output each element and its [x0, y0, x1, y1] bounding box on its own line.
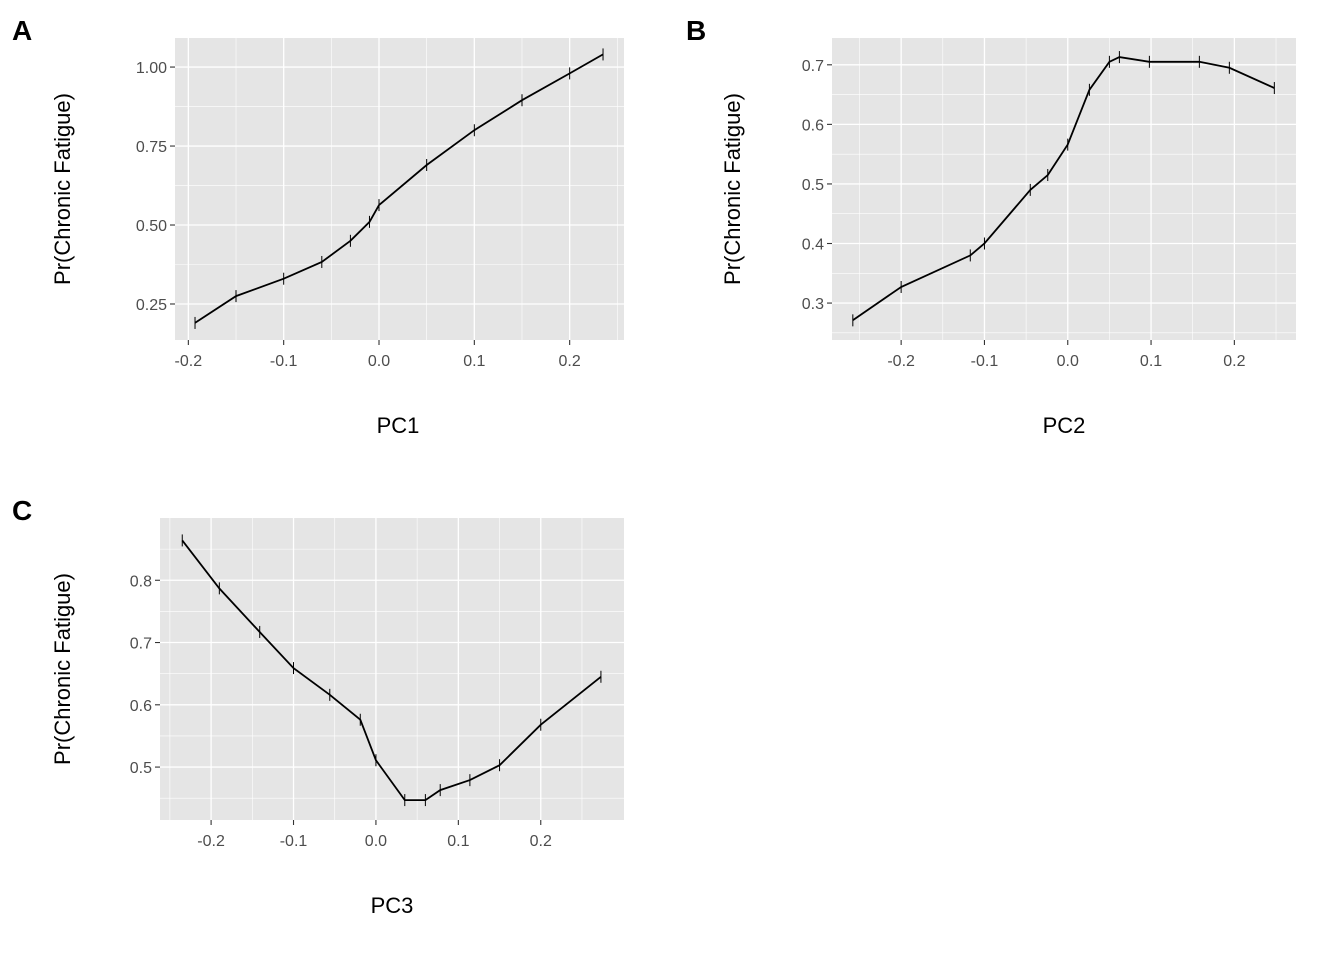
x-tick-label: -0.1 [971, 353, 999, 370]
y-tick-label: 0.25 [136, 297, 167, 314]
plot-background [832, 38, 1296, 340]
y-tick-label: 0.50 [136, 218, 167, 235]
x-tick-label: 0.0 [368, 353, 390, 370]
y-tick-label: 0.7 [802, 58, 824, 75]
x-axis-label: PC3 [371, 893, 414, 918]
x-tick-label: 0.1 [1140, 353, 1162, 370]
y-tick-label: 0.7 [130, 636, 152, 653]
y-tick-label: 0.6 [130, 698, 152, 715]
panel-label: A [12, 15, 32, 46]
x-tick-label: -0.1 [280, 833, 308, 850]
y-tick-label: 0.6 [802, 117, 824, 134]
x-tick-label: 0.1 [463, 353, 485, 370]
x-axis-label: PC2 [1043, 413, 1086, 438]
x-tick-label: -0.2 [197, 833, 225, 850]
x-tick-label: 0.2 [559, 353, 581, 370]
x-tick-label: -0.2 [175, 353, 203, 370]
y-tick-label: 0.8 [130, 573, 152, 590]
y-tick-label: 0.5 [802, 177, 824, 194]
x-tick-label: 0.0 [365, 833, 387, 850]
y-axis-label: Pr(Chronic Fatigue) [50, 573, 75, 765]
panel-b: -0.2 -0.1 0.0 0.1 0.2 0.3 0.4 0.5 0.6 0.7 PC2 Pr(Ch… [686, 15, 1296, 438]
x-tick-label: 0.0 [1057, 353, 1079, 370]
x-tick-label: 0.2 [1223, 353, 1245, 370]
panel-a: -0.2 -0.1 0.0 0.1 0.2 0.25 0.50 0.75 1.00 PC1 Pr(C… [12, 15, 624, 438]
y-axis-label: Pr(Chronic Fatigue) [50, 93, 75, 285]
series-line [194, 53, 604, 324]
y-tick-label: 0.3 [802, 296, 824, 313]
y-tick-label: 0.4 [802, 237, 824, 254]
y-tick-label: 0.75 [136, 139, 167, 156]
panel-label: B [686, 15, 706, 46]
x-tick-label: -0.1 [270, 353, 298, 370]
y-tick-label: 0.5 [130, 760, 152, 777]
x-tick-label: -0.2 [887, 353, 915, 370]
panel-c: -0.2 -0.1 0.0 0.1 0.2 0.5 0.6 0.7 0.8 PC3 Pr(Chron… [12, 495, 624, 918]
y-axis-label: Pr(Chronic Fatigue) [720, 93, 745, 285]
panel-label: C [12, 495, 32, 526]
x-tick-label: 0.1 [447, 833, 469, 850]
x-tick-label: 0.2 [530, 833, 552, 850]
x-axis-label: PC1 [377, 413, 420, 438]
plot-background [160, 518, 624, 820]
series-line [852, 56, 1275, 322]
y-tick-label: 1.00 [136, 60, 167, 77]
series-line [181, 539, 602, 801]
